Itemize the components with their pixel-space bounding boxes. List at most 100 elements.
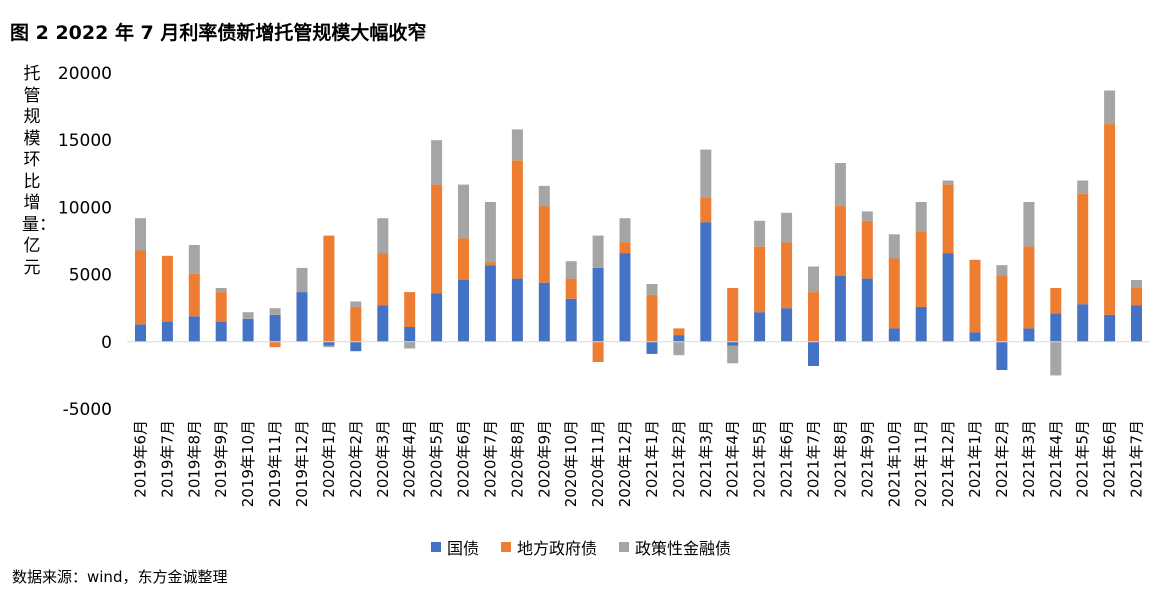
bar-segment: [673, 335, 685, 342]
x-tick-label: 2020年3月: [374, 420, 392, 498]
bar-segment: [350, 341, 362, 352]
bar-segment: [619, 218, 631, 243]
bar-segment: [646, 284, 658, 295]
bar-segment: [323, 345, 335, 348]
bar-segment: [135, 250, 146, 325]
bar-segment: [1104, 90, 1116, 125]
bar-segment: [188, 245, 200, 274]
x-tick-label: 2021年11月: [912, 420, 930, 507]
bar-segment: [592, 267, 604, 342]
bar-segment: [619, 253, 631, 342]
x-tick-label: 2021年7月: [1128, 420, 1146, 498]
x-tick-label: 2019年9月: [212, 420, 230, 498]
bar-segment: [242, 319, 254, 342]
bar-segment: [538, 206, 550, 283]
bar-segment: [215, 321, 227, 342]
bar-segment: [808, 341, 819, 366]
bar-segment: [942, 184, 954, 254]
bar-segment: [161, 321, 173, 342]
bar-segment: [565, 261, 577, 279]
bar-segment: [942, 180, 954, 185]
y-tick-label: 0: [101, 333, 112, 353]
x-tick-label: 2021年5月: [751, 420, 769, 498]
x-tick-label: 2020年11月: [589, 420, 607, 507]
bar-segment: [915, 306, 927, 342]
bar-segment: [861, 220, 873, 279]
bar-segment: [188, 316, 200, 342]
x-tick-label: 2020年2月: [347, 420, 365, 498]
x-tick-label: 2021年7月: [805, 420, 823, 498]
bar-segment: [511, 160, 523, 279]
x-tick-label: 2020年1月: [320, 420, 338, 498]
bar-segment: [458, 238, 469, 280]
bar-segment: [861, 211, 873, 221]
x-tick-label: 2021年1月: [966, 420, 984, 498]
bar-segment: [996, 265, 1008, 276]
bar-segment: [646, 341, 658, 354]
bar-segment: [458, 184, 469, 239]
bar-segment: [350, 301, 362, 307]
x-tick-label: 2019年7月: [158, 420, 176, 498]
legend-item-policy-bank-bond: 政策性金融债: [619, 535, 731, 559]
bar-segment: [996, 341, 1008, 370]
x-tick-label: 2021年12月: [939, 420, 957, 507]
bar-segment: [592, 341, 604, 362]
bar-segment: [404, 341, 416, 349]
x-tick-label: 2020年9月: [535, 420, 553, 498]
legend-label-policy-bank-bond: 政策性金融债: [635, 539, 732, 558]
bar-segment: [1023, 246, 1035, 329]
legend-swatch-policy-bank-bond: [619, 542, 629, 552]
x-tick-label: 2021年8月: [831, 420, 849, 498]
data-source-note: 数据来源：wind，东方金诚整理: [12, 568, 228, 586]
bar-segment: [700, 149, 712, 198]
x-tick-label: 2021年10月: [885, 420, 903, 507]
x-tick-label: 2019年6月: [132, 420, 150, 498]
bar-segment: [1131, 280, 1142, 289]
bar-segment: [484, 202, 496, 263]
legend-item-guozhai: 国债: [430, 535, 479, 559]
bar-segment: [888, 258, 900, 329]
bar-segment: [969, 332, 981, 342]
x-tick-label: 2021年9月: [858, 420, 876, 498]
bar-segment: [215, 292, 227, 322]
bar-segment: [135, 218, 146, 251]
bar-segment: [915, 231, 927, 307]
bar-segment: [161, 255, 173, 322]
bar-segment: [511, 129, 523, 161]
x-tick-label: 2021年1月: [643, 420, 661, 498]
bar-segment: [1104, 314, 1116, 342]
bar-segment: [727, 341, 739, 346]
y-tick-label: 15000: [58, 131, 112, 151]
bar-segment: [673, 328, 685, 336]
y-axis-ticks: 20000 15000 10000 5000 0 -5000: [58, 64, 112, 420]
bar-segment: [242, 312, 254, 319]
x-tick-label: 2020年10月: [562, 420, 580, 507]
bar-segment: [323, 341, 335, 346]
x-tick-label: 2021年6月: [778, 420, 796, 498]
bar-segment: [754, 246, 766, 313]
bar-segment: [511, 278, 523, 342]
bar-segment: [727, 288, 739, 342]
bar-segment: [888, 328, 900, 342]
bar-segment: [215, 288, 227, 292]
x-tick-label: 2019年11月: [266, 420, 284, 507]
bar-segment: [996, 275, 1008, 342]
x-tick-label: 2021年2月: [670, 420, 688, 498]
bar-segment: [1131, 305, 1142, 342]
bar-segment: [1131, 288, 1142, 306]
y-tick-label: 20000: [58, 64, 112, 84]
x-tick-label: 2020年4月: [401, 420, 419, 498]
bar-segment: [834, 163, 846, 206]
stacked-bar-chart: 20000 15000 10000 5000 0 -5000 2019年6月 2019年7月…: [58, 64, 1150, 507]
bar-segment: [188, 273, 200, 317]
bar-segment: [135, 324, 146, 342]
bar-segment: [538, 282, 550, 342]
bar-segment: [1104, 124, 1116, 315]
x-tick-label: 2020年5月: [428, 420, 446, 498]
x-tick-label: 2020年7月: [481, 420, 499, 498]
x-tick-label: 2021年4月: [1047, 420, 1065, 498]
figure-title: 图 2 2022 年 7 月利率债新增托管规模大幅收窄: [10, 22, 427, 44]
bar-segment: [377, 218, 389, 254]
x-tick-label: 2020年8月: [508, 420, 526, 498]
bar-segment: [565, 278, 577, 299]
